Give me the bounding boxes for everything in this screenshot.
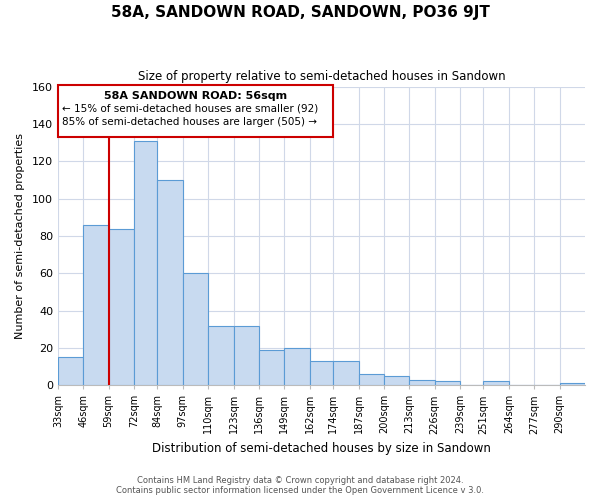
Bar — [560, 384, 585, 385]
Bar — [434, 382, 460, 385]
Bar — [310, 361, 333, 385]
Text: 58A SANDOWN ROAD: 56sqm: 58A SANDOWN ROAD: 56sqm — [104, 90, 287, 101]
Bar — [109, 228, 134, 385]
Bar — [409, 380, 434, 385]
Bar — [359, 374, 384, 385]
Bar — [134, 141, 157, 385]
Bar — [284, 348, 310, 385]
Title: Size of property relative to semi-detached houses in Sandown: Size of property relative to semi-detach… — [137, 70, 505, 83]
Bar — [333, 361, 359, 385]
X-axis label: Distribution of semi-detached houses by size in Sandown: Distribution of semi-detached houses by … — [152, 442, 491, 455]
Text: 58A, SANDOWN ROAD, SANDOWN, PO36 9JT: 58A, SANDOWN ROAD, SANDOWN, PO36 9JT — [110, 5, 490, 20]
Text: 85% of semi-detached houses are larger (505) →: 85% of semi-detached houses are larger (… — [62, 117, 317, 127]
Bar — [83, 225, 109, 385]
Y-axis label: Number of semi-detached properties: Number of semi-detached properties — [15, 133, 25, 339]
Bar — [183, 274, 208, 385]
Bar — [233, 326, 259, 385]
Bar — [157, 180, 183, 385]
FancyBboxPatch shape — [58, 85, 333, 138]
Bar — [58, 357, 83, 385]
Bar — [259, 350, 284, 385]
Bar — [484, 382, 509, 385]
Text: ← 15% of semi-detached houses are smaller (92): ← 15% of semi-detached houses are smalle… — [62, 104, 318, 114]
Bar — [208, 326, 233, 385]
Text: Contains HM Land Registry data © Crown copyright and database right 2024.
Contai: Contains HM Land Registry data © Crown c… — [116, 476, 484, 495]
Bar — [384, 376, 409, 385]
